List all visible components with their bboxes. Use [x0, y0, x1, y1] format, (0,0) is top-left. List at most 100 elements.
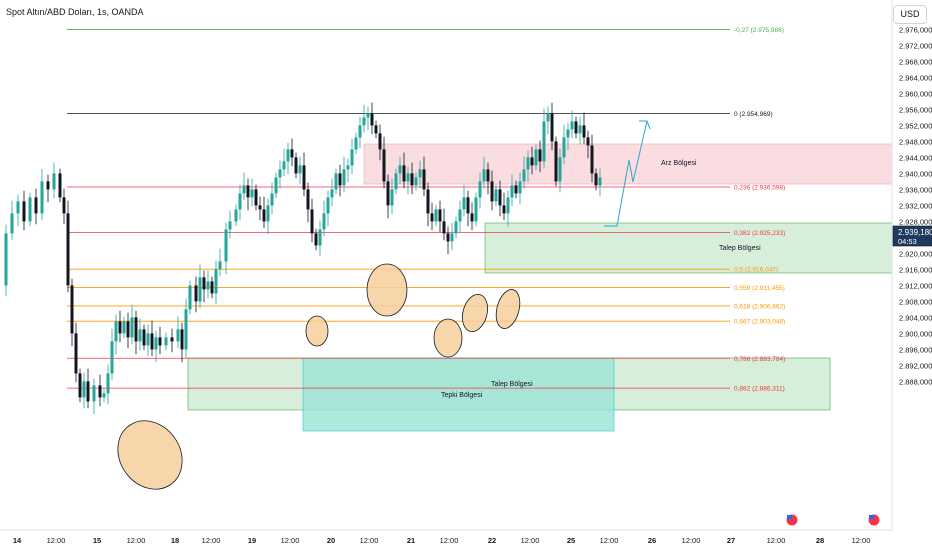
price-tick-label: 2.972,000 — [899, 41, 932, 50]
candle-body — [534, 149, 538, 166]
currency-button[interactable]: USD — [893, 5, 927, 24]
candle-body — [198, 277, 202, 302]
candle-body — [550, 113, 554, 142]
candle-body — [530, 157, 534, 166]
time-axis[interactable]: 14 12:00 15 12:00 18 12:00 19 12:00 20 12:00 21 12:… — [0, 529, 892, 545]
candle-body — [422, 169, 426, 190]
candle-body — [138, 329, 142, 342]
us-flag-icon[interactable] — [867, 513, 881, 527]
candle-body — [394, 173, 398, 190]
highlight-ellipse — [366, 263, 408, 317]
candle-body — [414, 177, 418, 186]
candle-body — [246, 185, 250, 198]
candle-body — [446, 233, 450, 242]
candle-body — [538, 149, 542, 162]
candle-body — [158, 337, 162, 346]
price-tick-label: 2.936,000 — [899, 185, 932, 194]
highlight-ellipse — [117, 420, 183, 490]
candle-body — [410, 173, 414, 186]
candle-body — [426, 189, 430, 214]
time-tick-label: 12:00 — [600, 536, 619, 545]
candle-body — [462, 197, 466, 210]
price-tick-label: 2.928,000 — [899, 217, 932, 226]
candle-body — [86, 381, 90, 402]
candle-body — [526, 157, 530, 170]
fib-level-label: 0 (2.954,969) — [734, 111, 773, 118]
candle-body — [514, 185, 518, 194]
candle-body — [470, 213, 474, 222]
candle-body — [282, 161, 286, 170]
candle-body — [62, 197, 66, 214]
candle-body — [318, 229, 322, 246]
price-tick-label: 2.916,000 — [899, 265, 932, 274]
candle-body — [562, 137, 566, 158]
candle-body — [418, 169, 422, 178]
candle-body — [202, 277, 206, 290]
price-axis[interactable]: 2.976,000 2.972,000 2.968,000 2.964,000 2.96… — [891, 0, 932, 550]
arrow-head-icon — [639, 120, 651, 130]
candle-body — [146, 333, 150, 346]
candle-body — [354, 137, 358, 150]
reaction-zone[interactable] — [302, 357, 615, 432]
candle-body — [350, 149, 354, 166]
candle-body — [558, 157, 562, 182]
candle-body — [286, 149, 290, 162]
price-tick-label: 2.948,000 — [899, 137, 932, 146]
demand-zone-upper[interactable] — [484, 222, 893, 274]
price-tick-label: 2.944,000 — [899, 153, 932, 162]
price-tick-label: 2.960,000 — [899, 89, 932, 98]
highlight-ellipse — [462, 293, 488, 333]
candle-body — [566, 129, 570, 138]
price-tick-label: 2.964,000 — [899, 73, 932, 82]
candle-body — [82, 381, 86, 398]
candle-body — [306, 189, 310, 210]
candle-body — [322, 213, 326, 230]
highlight-ellipse — [305, 315, 329, 347]
price-tick-label: 2.896,000 — [899, 345, 932, 354]
candle-body — [66, 213, 70, 286]
candle-body — [290, 149, 294, 158]
candle-body — [34, 197, 38, 214]
price-tick-label: 2.952,000 — [899, 121, 932, 130]
candle-body — [506, 197, 510, 214]
candle-body — [434, 209, 438, 222]
time-tick-label: 12:00 — [767, 536, 786, 545]
candle-body — [406, 173, 410, 182]
candle-body — [502, 205, 506, 214]
candle-body — [542, 121, 546, 162]
candle-body — [330, 189, 334, 198]
candle-body — [110, 341, 114, 374]
candle-body — [154, 337, 158, 350]
price-tick-label: 2.908,000 — [899, 297, 932, 306]
price-tick-label: 2.956,000 — [899, 105, 932, 114]
time-tick-label: 12:00 — [127, 536, 146, 545]
price-tick-label: 2.900,000 — [899, 329, 932, 338]
highlight-ellipse — [495, 289, 521, 329]
price-tick-label: 2.968,000 — [899, 57, 932, 66]
candle-body — [374, 125, 378, 134]
candle-body — [402, 165, 406, 182]
candle-body — [310, 209, 314, 234]
candle-body — [274, 177, 278, 194]
candle-body — [486, 169, 490, 182]
candle-body — [188, 285, 192, 310]
candle-body — [522, 169, 526, 182]
candle-body — [390, 189, 394, 206]
candle-body — [498, 189, 502, 206]
time-tick-label: 19 — [248, 536, 256, 545]
candle-body — [184, 309, 188, 350]
candle-body — [70, 285, 74, 334]
time-tick-label: 12:00 — [47, 536, 66, 545]
projection-path — [604, 120, 648, 227]
candle-body — [98, 385, 102, 398]
us-flag-icon[interactable] — [785, 513, 799, 527]
candle-body — [74, 333, 78, 374]
projection-arrow[interactable] — [604, 120, 651, 227]
time-tick-label: 12:00 — [521, 536, 540, 545]
candle-body — [164, 337, 168, 346]
candlestick-series[interactable] — [4, 102, 602, 415]
candle-body — [586, 137, 590, 146]
candle-body — [494, 189, 498, 202]
